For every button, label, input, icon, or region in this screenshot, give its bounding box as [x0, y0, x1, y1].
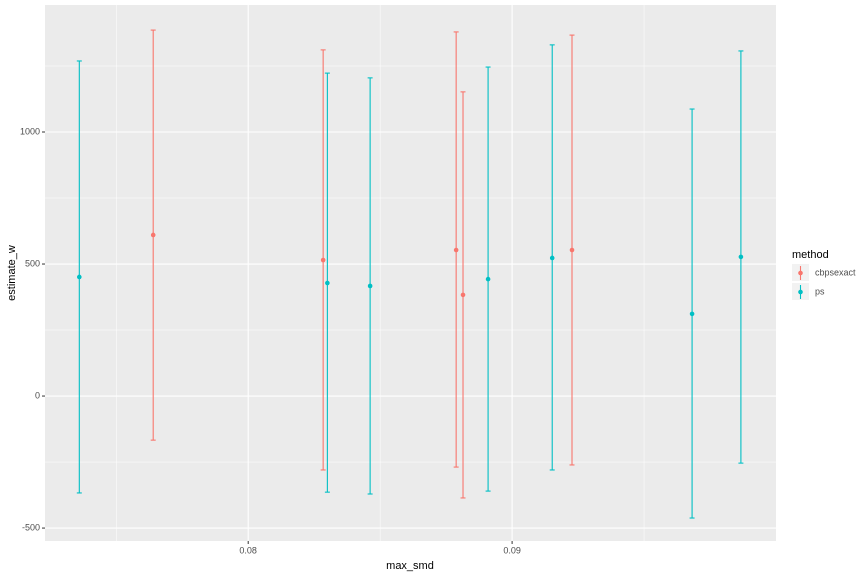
- point: [569, 247, 575, 253]
- legend-swatch: [798, 270, 803, 276]
- point: [689, 311, 695, 317]
- y-tick-label: 1000: [20, 126, 40, 136]
- point: [320, 257, 326, 263]
- x-axis-label: max_smd: [386, 560, 434, 572]
- point: [485, 276, 491, 282]
- y-tick-label: 500: [25, 258, 40, 268]
- point: [367, 283, 373, 289]
- point: [150, 232, 156, 238]
- legend-label: cbpsexact: [815, 267, 856, 277]
- legend-title: method: [792, 249, 829, 261]
- point: [549, 255, 555, 261]
- point: [460, 292, 466, 298]
- x-tick-label: 0.08: [239, 545, 257, 555]
- point: [453, 247, 459, 253]
- x-tick-label: 0.09: [503, 545, 521, 555]
- point: [77, 274, 82, 280]
- y-axis-label: estimate_w: [6, 245, 18, 301]
- legend-label: ps: [815, 286, 825, 296]
- y-tick-label: -500: [22, 522, 40, 532]
- legend-swatch: [798, 289, 803, 295]
- panel: [45, 5, 776, 541]
- point: [738, 254, 744, 260]
- point: [325, 280, 330, 286]
- y-tick-label: 0: [35, 390, 40, 400]
